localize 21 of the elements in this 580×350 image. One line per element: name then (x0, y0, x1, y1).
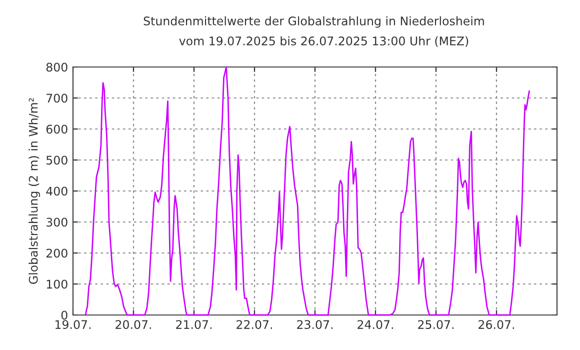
y-tick-label: 0 (61, 310, 68, 320)
y-tick-label: 100 (46, 280, 68, 289)
y-tick-label: 200 (46, 248, 68, 258)
x-tick-label: 21.07. (176, 320, 212, 329)
y-tick-label: 800 (46, 62, 68, 72)
x-tick-label: 26.07. (478, 320, 514, 329)
x-tick-label: 19.07. (56, 320, 90, 329)
x-tick-label: 25.07. (418, 320, 454, 329)
chart-title: Stundenmittelwerte der Globalstrahlung in Niederlosheim (144, 16, 484, 28)
x-tick-label: 20.07. (116, 320, 151, 329)
y-tick-label: 400 (46, 186, 68, 196)
x-tick-label: 24.07. (358, 320, 393, 329)
x-tick-label: 22.07. (236, 320, 272, 329)
y-tick-label: 500 (46, 156, 68, 165)
line-series (84, 66, 530, 316)
y-tick-label: 300 (46, 218, 68, 227)
y-tick-label: 700 (46, 94, 68, 103)
y-tick-label: 600 (46, 124, 68, 134)
y-axis-title: Globalstrahlung (2 m) in Wh/m² (28, 98, 40, 284)
x-tick-label: 23.07. (297, 320, 332, 329)
chart-subtitle: vom 19.07.2025 bis 26.07.2025 13:00 Uhr (MEZ) (179, 36, 468, 47)
